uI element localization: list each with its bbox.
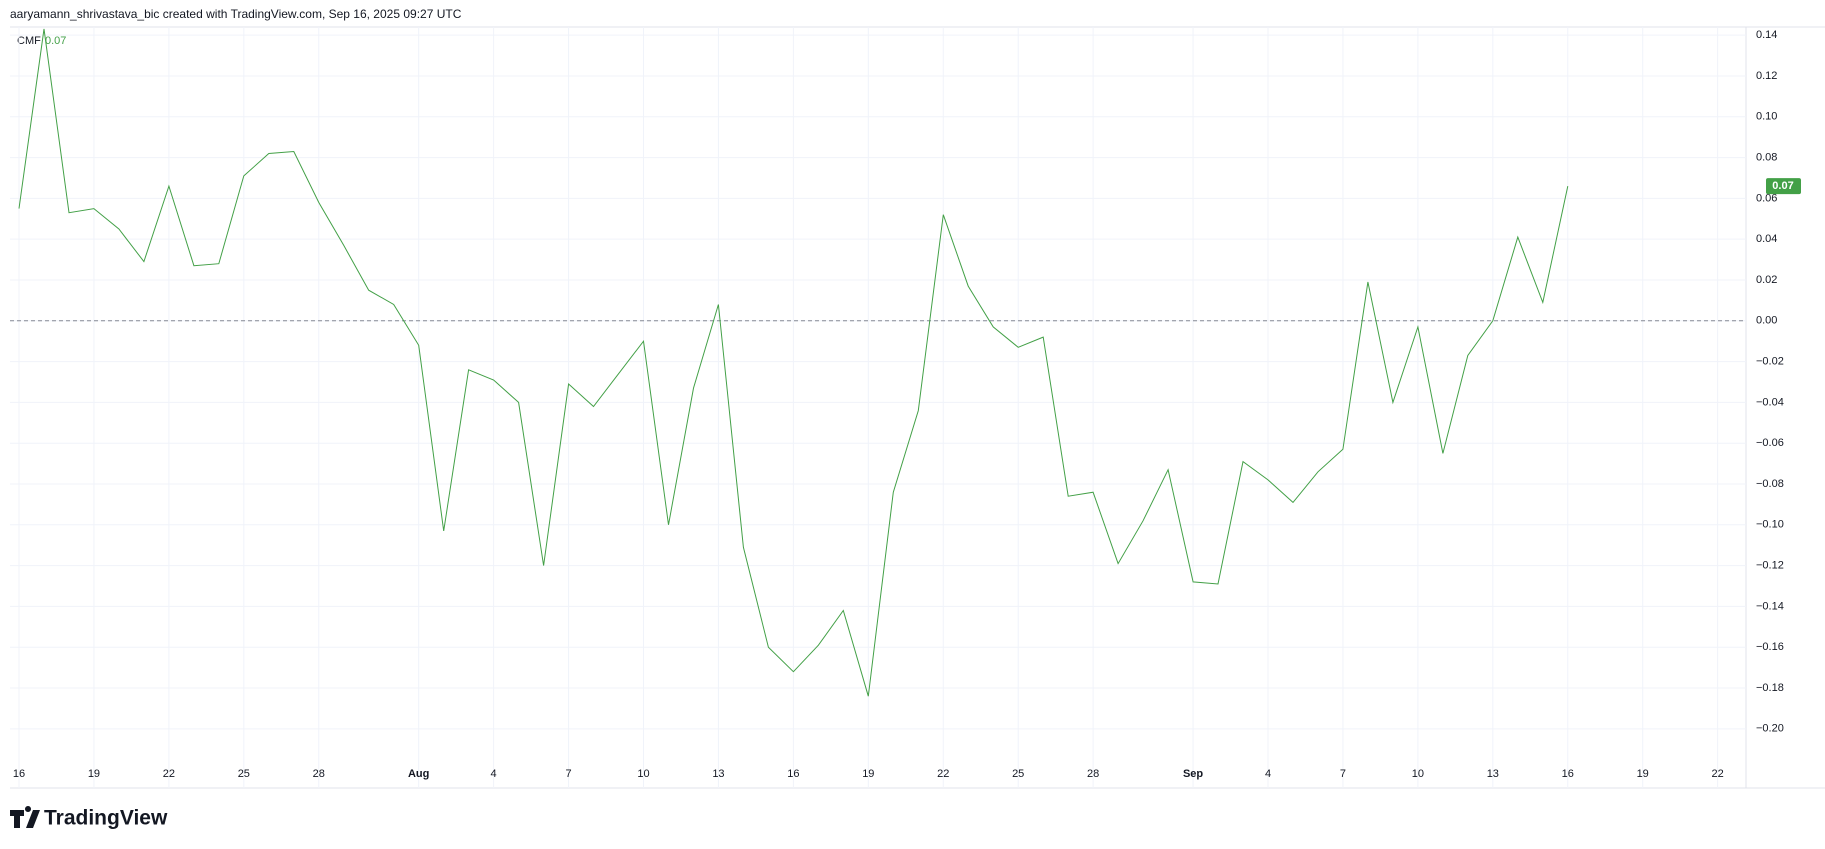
x-tick-label: Sep [1183, 768, 1203, 780]
y-tick-label: 0.08 [1756, 151, 1777, 163]
x-tick-label: 19 [88, 768, 100, 780]
y-tick-label: −0.20 [1756, 723, 1784, 735]
x-tick-label: 22 [937, 768, 949, 780]
x-tick-label: 4 [491, 768, 497, 780]
last-value-label: 0.07 [1772, 180, 1793, 192]
x-tick-label: 22 [1712, 768, 1724, 780]
y-tick-label: 0.12 [1756, 70, 1777, 82]
x-tick-label: 16 [787, 768, 799, 780]
y-tick-label: −0.08 [1756, 478, 1784, 490]
x-tick-label: 13 [712, 768, 724, 780]
y-tick-label: 0.04 [1756, 233, 1777, 245]
y-tick-label: 0.02 [1756, 274, 1777, 286]
x-tick-label: 13 [1487, 768, 1499, 780]
y-tick-label: −0.18 [1756, 682, 1784, 694]
x-tick-label: 16 [13, 768, 25, 780]
attribution: aaryamann_shrivastava_bic created with T… [10, 7, 462, 21]
y-tick-label: 0.00 [1756, 315, 1777, 327]
x-tick-label: 10 [637, 768, 649, 780]
y-tick-label: 0.14 [1756, 29, 1777, 41]
brand-logo: TradingView [10, 806, 168, 830]
x-tick-label: 10 [1412, 768, 1424, 780]
legend-value: 0.07 [45, 35, 66, 47]
y-tick-label: −0.10 [1756, 519, 1784, 531]
last-value-badge [1766, 178, 1801, 195]
y-tick-label: −0.14 [1756, 600, 1784, 612]
x-tick-label: 7 [1340, 768, 1346, 780]
legend-name: CMF [17, 35, 41, 47]
y-tick-label: −0.04 [1756, 396, 1784, 408]
x-tick-label: 19 [1637, 768, 1649, 780]
y-tick-label: 0.10 [1756, 111, 1777, 123]
x-tick-label: 19 [862, 768, 874, 780]
x-tick-label: Aug [408, 768, 429, 780]
x-tick-label: 4 [1265, 768, 1271, 780]
y-tick-label: −0.12 [1756, 560, 1784, 572]
x-tick-label: 16 [1562, 768, 1574, 780]
x-tick-label: 28 [1087, 768, 1099, 780]
y-tick-label: 0.06 [1756, 192, 1777, 204]
cmf-line [18, 28, 1569, 697]
y-tick-label: −0.02 [1756, 356, 1784, 368]
x-tick-label: 25 [1012, 768, 1024, 780]
x-tick-label: 22 [163, 768, 175, 780]
y-tick-label: −0.06 [1756, 437, 1784, 449]
x-tick-label: 28 [313, 768, 325, 780]
grid [10, 27, 1746, 788]
brand-name: TradingView [44, 807, 168, 830]
x-tick-label: 25 [238, 768, 250, 780]
y-tick-label: −0.16 [1756, 641, 1784, 653]
x-tick-label: 7 [565, 768, 571, 780]
